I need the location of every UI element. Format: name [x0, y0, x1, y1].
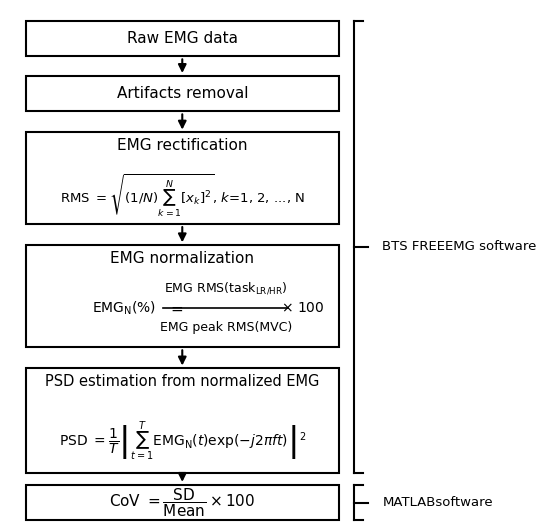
FancyBboxPatch shape [25, 21, 339, 56]
Text: PSD estimation from normalized EMG: PSD estimation from normalized EMG [45, 374, 320, 389]
Text: EMG peak RMS(MVC): EMG peak RMS(MVC) [160, 321, 292, 335]
Text: PSD $= \dfrac{1}{T}\left|\sum_{t=1}^{T}\mathrm{EMG_N}(t)\exp(-j2\pi ft)\right|^2: PSD $= \dfrac{1}{T}\left|\sum_{t=1}^{T}\… [59, 420, 306, 463]
Text: $\mathrm{EMG_N}$(%): $\mathrm{EMG_N}$(%) [92, 299, 156, 317]
Text: BTS FREEEMG software: BTS FREEEMG software [382, 240, 537, 253]
Text: EMG RMS(task$_\mathrm{LR/HR}$): EMG RMS(task$_\mathrm{LR/HR}$) [164, 280, 288, 296]
Text: RMS $= \sqrt{(1/N)\sum_{k=1}^{N}[x_k]^2}$, $k$=1, 2, ..., N: RMS $= \sqrt{(1/N)\sum_{k=1}^{N}[x_k]^2}… [60, 172, 305, 219]
Text: EMG normalization: EMG normalization [110, 251, 254, 266]
FancyBboxPatch shape [25, 485, 339, 520]
Text: CoV $= \dfrac{\mathrm{SD}}{\mathrm{Mean}} \times 100$: CoV $= \dfrac{\mathrm{SD}}{\mathrm{Mean}… [109, 486, 255, 519]
Text: EMG rectification: EMG rectification [117, 138, 248, 153]
Text: MATLABsoftware: MATLABsoftware [382, 496, 493, 509]
Text: Artifacts removal: Artifacts removal [117, 86, 248, 101]
FancyBboxPatch shape [25, 368, 339, 473]
FancyBboxPatch shape [25, 245, 339, 347]
Text: $\times$ 100: $\times$ 100 [281, 301, 324, 315]
FancyBboxPatch shape [25, 76, 339, 112]
Text: Raw EMG data: Raw EMG data [126, 31, 238, 46]
FancyBboxPatch shape [25, 132, 339, 224]
Text: $=$: $=$ [168, 300, 185, 316]
